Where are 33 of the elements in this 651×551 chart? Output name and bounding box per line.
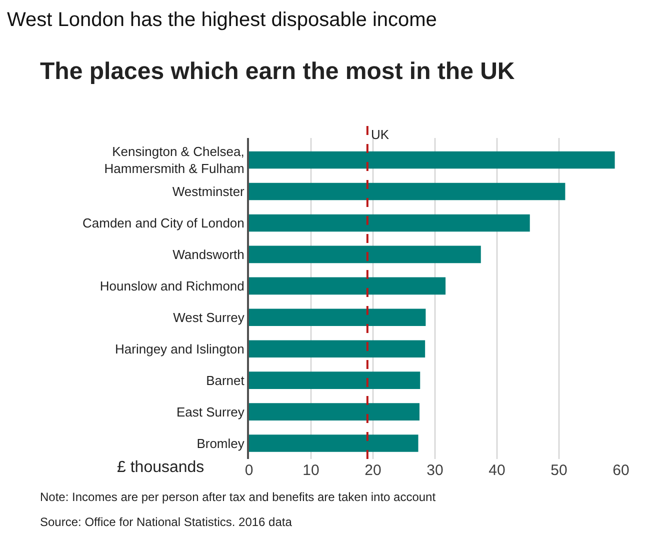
- bar: [249, 182, 566, 200]
- y-tick-label: Westminster: [172, 184, 246, 200]
- y-tick-label: Wandsworth: [172, 246, 244, 262]
- y-tick-label: West Surrey: [173, 310, 245, 325]
- ref-line-label: UK: [371, 127, 390, 142]
- x-tick-label: 60: [612, 462, 630, 479]
- x-tick-label: 30: [426, 462, 444, 479]
- chart-subtitle: The places which earn the most in the UK: [40, 58, 516, 85]
- bar: [249, 372, 420, 389]
- chart-title: West London has the highest disposable income: [7, 9, 437, 31]
- y-tick-label: Kensington & Chelsea, Hammersmith & Fulham: [104, 144, 244, 176]
- text: Note: Incomes are per person after tax and benefits are taken into account: [40, 490, 436, 504]
- x-tick-label: 20: [364, 462, 382, 479]
- y-tick-label: Haringey and Islington: [115, 341, 244, 356]
- x-tick-label: 40: [488, 462, 506, 479]
- bar: [249, 277, 446, 295]
- x-tick-label: 50: [550, 462, 568, 479]
- x-tick-label: 0: [244, 462, 254, 479]
- x-axis-title: £ thousands: [117, 459, 204, 476]
- source-note: Source: Office for National Statistics. 2016 data: [40, 515, 292, 529]
- x-tick-label: 10: [302, 462, 320, 479]
- y-tick-label: Hounslow and Richmond: [100, 278, 244, 294]
- bar: [249, 308, 426, 326]
- bar: [249, 214, 530, 232]
- bar: [249, 340, 426, 358]
- y-tick-label: Barnet: [206, 372, 245, 388]
- y-tick-label: Camden and City of London: [82, 216, 244, 231]
- bar: [249, 403, 420, 420]
- y-tick-label: East Surrey: [176, 404, 245, 420]
- y-tick-label: Bromley: [196, 436, 245, 451]
- bar: [249, 151, 615, 169]
- bar: [249, 434, 418, 452]
- bar: [249, 246, 481, 264]
